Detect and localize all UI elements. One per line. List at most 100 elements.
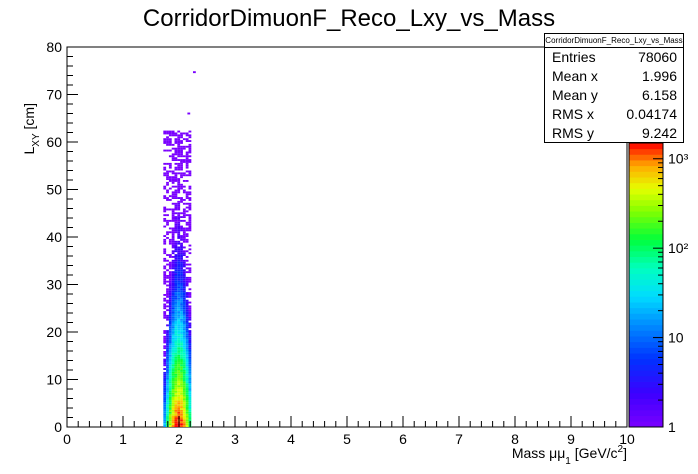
heatmap-cell: [185, 238, 189, 241]
heatmap-cell: [171, 387, 175, 389]
heatmap-cell: [174, 212, 178, 215]
heatmap-cell: [171, 172, 175, 175]
heatmap-cell: [174, 396, 178, 399]
heatmap-cell: [177, 168, 181, 171]
heatmap-cell: [180, 309, 183, 312]
heatmap-cell: [171, 242, 175, 245]
heatmap-cell: [182, 387, 186, 389]
heatmap-cell: [188, 333, 192, 336]
heatmap-cell: [180, 132, 183, 135]
heatmap-cell: [163, 299, 167, 302]
heatmap-cell: [180, 402, 183, 405]
colorbar-swatch: [629, 233, 663, 240]
heatmap-cell: [166, 259, 169, 262]
heatmap-cell: [182, 314, 186, 317]
heatmap-cell: [185, 324, 189, 327]
heatmap-cell: [188, 269, 192, 272]
heatmap-cell: [171, 341, 175, 344]
heatmap-cell: [174, 206, 178, 209]
colorbar-swatch: [629, 239, 663, 246]
heatmap-cell: [168, 140, 172, 142]
heatmap-cell: [180, 387, 183, 389]
heatmap-cell: [177, 398, 181, 401]
heatmap-cell: [188, 408, 192, 410]
heatmap-cell: [163, 408, 167, 410]
colorbar-swatch: [629, 421, 663, 428]
colorbar-swatch: [629, 216, 663, 223]
heatmap-cell: [163, 267, 167, 270]
heatmap-cell: [188, 362, 192, 365]
heatmap-cell: [171, 284, 175, 287]
heatmap-cell: [166, 140, 169, 142]
heatmap-cell: [188, 349, 192, 351]
colorbar-swatch: [629, 336, 663, 343]
heatmap-cell: [180, 254, 183, 256]
heatmap-cell: [168, 371, 172, 374]
heatmap-cell: [182, 282, 186, 285]
heatmap-cell: [188, 341, 192, 344]
heatmap-cell: [182, 189, 186, 192]
heatmap-cell: [166, 208, 169, 211]
heatmap-cell: [180, 263, 183, 266]
heatmap-cell: [168, 273, 172, 275]
colorbar-swatch: [629, 302, 663, 309]
heatmap-cell: [168, 271, 172, 274]
colorbar-swatch: [629, 409, 663, 417]
heatmap-cell: [182, 370, 186, 372]
heatmap-cell: [171, 280, 175, 283]
heatmap-cell: [182, 326, 186, 329]
heatmap-cell: [177, 235, 181, 237]
x-tick-label: 2: [175, 431, 183, 447]
heatmap-cell: [185, 197, 189, 199]
heatmap-cell: [163, 172, 167, 175]
heatmap-cell: [171, 415, 175, 418]
heatmap-cell: [177, 385, 181, 388]
heatmap-cell: [185, 191, 189, 194]
heatmap-cell: [174, 316, 178, 319]
heatmap-cell: [180, 257, 183, 260]
heatmap-cell: [171, 326, 175, 329]
heatmap-cell: [168, 335, 172, 338]
heatmap-cell: [180, 377, 183, 380]
heatmap-cell: [174, 301, 178, 304]
heatmap-cell: [185, 162, 189, 165]
heatmap-cell: [174, 337, 178, 340]
heatmap-cell: [182, 335, 186, 338]
heatmap-cell: [180, 352, 183, 355]
heatmap-cell: [171, 383, 175, 386]
heatmap-cell: [171, 244, 175, 247]
heatmap-cell: [188, 136, 192, 139]
heatmap-cell: [168, 231, 172, 234]
heatmap-cell: [185, 379, 189, 382]
heatmap-cell: [174, 240, 178, 243]
heatmap-cell: [177, 371, 181, 374]
heatmap-cell: [174, 223, 178, 226]
heatmap-cell: [182, 252, 186, 255]
heatmap-cell: [177, 130, 181, 133]
heatmap-cell: [185, 259, 189, 262]
heatmap-cell: [188, 252, 192, 255]
heatmap-cell: [166, 415, 169, 418]
heatmap-cell: [171, 288, 175, 291]
heatmap-cell: [168, 187, 172, 190]
heatmap-cell: [182, 333, 186, 336]
heatmap-cell: [185, 299, 189, 302]
heatmap-cell: [177, 219, 181, 222]
heatmap-cell: [185, 278, 189, 281]
heatmap-cell: [174, 375, 178, 378]
heatmap-cell: [177, 303, 181, 306]
heatmap-cell: [185, 134, 189, 137]
heatmap-cell: [188, 267, 192, 270]
heatmap-cell: [177, 307, 181, 310]
heatmap-cell: [163, 389, 167, 391]
heatmap-cell: [188, 313, 192, 315]
heatmap-cell: [182, 263, 186, 266]
heatmap-cell: [185, 396, 189, 399]
heatmap-cell: [168, 402, 172, 405]
heatmap-cell: [188, 337, 192, 340]
heatmap-cell: [185, 276, 189, 279]
heatmap-cell: [182, 349, 186, 351]
heatmap-cell: [174, 278, 178, 281]
heatmap-cell: [180, 297, 183, 300]
colorbar-swatch: [629, 290, 663, 297]
